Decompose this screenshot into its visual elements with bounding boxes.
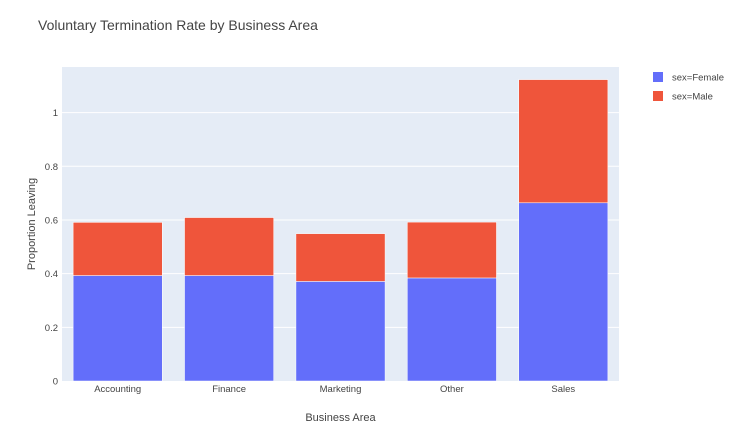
bar-marketing-female[interactable] <box>295 281 386 382</box>
bars <box>72 79 609 382</box>
bar-other-male[interactable] <box>407 221 497 279</box>
bar-marketing-male[interactable] <box>295 233 386 282</box>
bar-sales-male[interactable] <box>518 79 609 204</box>
y-tick-labels: 0 0.2 0.4 0.6 0.8 1 <box>45 108 58 387</box>
y-tick-label: 1 <box>53 108 58 119</box>
x-tick-label: Accounting <box>94 384 141 395</box>
bar-finance-female[interactable] <box>184 275 274 382</box>
legend-label[interactable]: sex=Male <box>672 92 713 103</box>
y-tick-label: 0.4 <box>45 269 58 280</box>
x-tick-label: Marketing <box>320 384 362 395</box>
bar-other-female[interactable] <box>407 277 497 382</box>
y-tick-label: 0 <box>53 377 58 388</box>
legend-label[interactable]: sex=Female <box>672 73 724 84</box>
bar-accounting-female[interactable] <box>72 275 163 382</box>
legend-swatch[interactable] <box>653 91 663 101</box>
y-tick-label: 0.6 <box>45 215 58 226</box>
x-tick-label: Finance <box>212 384 246 395</box>
bar-finance-male[interactable] <box>184 217 274 276</box>
y-tick-label: 0.8 <box>45 162 58 173</box>
x-axis-title: Business Area <box>305 412 376 424</box>
y-axis-title: Proportion Leaving <box>26 178 38 270</box>
y-tick-label: 0.2 <box>45 323 58 334</box>
x-tick-labels: Accounting Finance Marketing Other Sales <box>94 384 575 395</box>
legend: sex=Female sex=Male <box>653 72 724 103</box>
x-tick-label: Sales <box>551 384 575 395</box>
chart-title: Voluntary Termination Rate by Business A… <box>38 17 318 33</box>
bar-sales-female[interactable] <box>518 202 609 382</box>
legend-swatch[interactable] <box>653 72 663 82</box>
x-tick-label: Other <box>440 384 464 395</box>
bar-accounting-male[interactable] <box>72 222 163 276</box>
